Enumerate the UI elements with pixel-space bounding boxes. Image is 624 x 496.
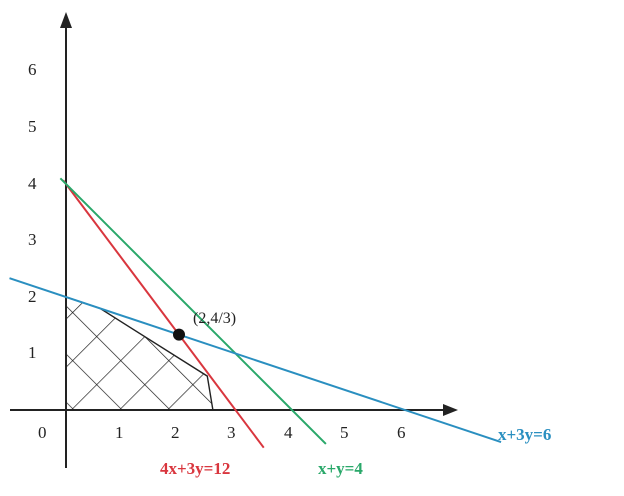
axes: [10, 12, 458, 468]
y-tick-labels: 1 2 3 4 5 6: [28, 60, 37, 362]
line-label-x-y-4: x+y=4: [318, 459, 363, 478]
x-tick-label: 4: [284, 423, 293, 442]
x-tick-label: 1: [115, 423, 124, 442]
feasible-region-hatch-b: [66, 297, 213, 410]
origin-label: 0: [38, 423, 47, 442]
constraint-lines: [9, 177, 502, 449]
y-tick-label: 3: [28, 230, 37, 249]
y-tick-label: 4: [28, 174, 37, 193]
line-label-4x-3y-12: 4x+3y=12: [160, 459, 230, 478]
x-tick-labels: 1 2 3 4 5 6: [115, 423, 406, 442]
marked-point: [173, 328, 185, 341]
line-x-3y-6: [9, 277, 502, 443]
x-tick-label: 3: [227, 423, 236, 442]
y-axis-arrow-icon: [60, 12, 72, 28]
line-label-x-3y-6: x+3y=6: [498, 425, 551, 444]
y-tick-label: 1: [28, 343, 37, 362]
y-tick-label: 5: [28, 117, 37, 136]
point-label: (2,4/3): [193, 310, 236, 327]
feasible-region: [65, 296, 214, 411]
y-tick-label: 6: [28, 60, 37, 79]
x-tick-label: 5: [340, 423, 349, 442]
y-tick-label: 2: [28, 287, 37, 306]
x-tick-label: 2: [171, 423, 180, 442]
line-4x-3y-12: [62, 179, 265, 449]
line-x-y-4: [59, 177, 327, 445]
x-tick-label: 6: [397, 423, 406, 442]
x-axis-arrow-icon: [443, 404, 458, 416]
line-labels: 4x+3y=12 x+y=4 x+3y=6: [160, 425, 551, 478]
